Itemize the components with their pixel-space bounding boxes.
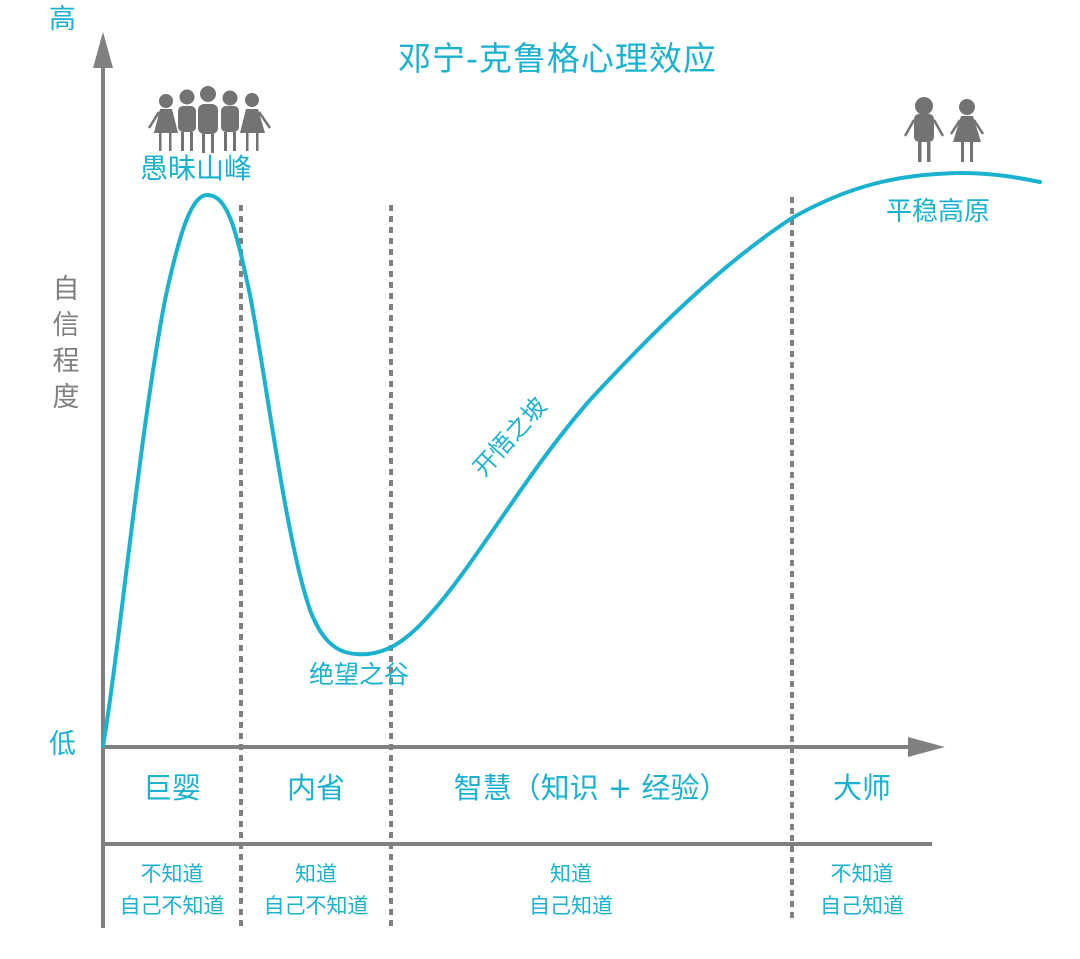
x-axis-arrow-icon (908, 737, 945, 757)
stage-label-wisdom: 智慧（知识 + 经验） (453, 771, 729, 805)
crowd-of-people-icon (147, 86, 272, 153)
awareness-line-2: 自己不知道 (263, 894, 369, 918)
diagram-title: 邓宁-克鲁格心理效应 (398, 39, 717, 78)
awareness-line-2: 自己不知道 (119, 894, 225, 918)
plateau-label: 平稳高原 (886, 197, 991, 227)
awareness-wisdom: 知道 自己知道 (529, 858, 613, 922)
stage-label-introspection: 内省 (286, 771, 346, 805)
valley-label: 绝望之谷 (309, 660, 410, 689)
awareness-infant: 不知道 自己不知道 (120, 858, 225, 922)
awareness-line-1: 知道 (550, 862, 592, 886)
awareness-line-1: 不知道 (140, 862, 204, 886)
two-people-icon (903, 97, 985, 162)
awareness-master: 不知道 自己知道 (820, 858, 904, 922)
peak-label: 愚昧山峰 (140, 152, 253, 185)
stage-label-infant: 巨婴 (142, 771, 202, 805)
awareness-line-2: 自己知道 (820, 894, 904, 918)
stage-label-master: 大师 (832, 771, 892, 805)
y-axis-low-label: 低 (49, 729, 76, 760)
y-axis-arrow-icon (93, 32, 113, 68)
stage-separators (239, 197, 794, 928)
awareness-line-1: 不知道 (830, 862, 894, 886)
awareness-line-2: 自己知道 (529, 894, 613, 918)
awareness-introspection: 知道 自己不知道 (264, 858, 369, 922)
awareness-line-1: 知道 (295, 862, 337, 886)
y-axis-title: 自信程度 (52, 274, 80, 413)
y-axis-high-label: 高 (49, 4, 76, 35)
confidence-curve (101, 170, 1042, 748)
